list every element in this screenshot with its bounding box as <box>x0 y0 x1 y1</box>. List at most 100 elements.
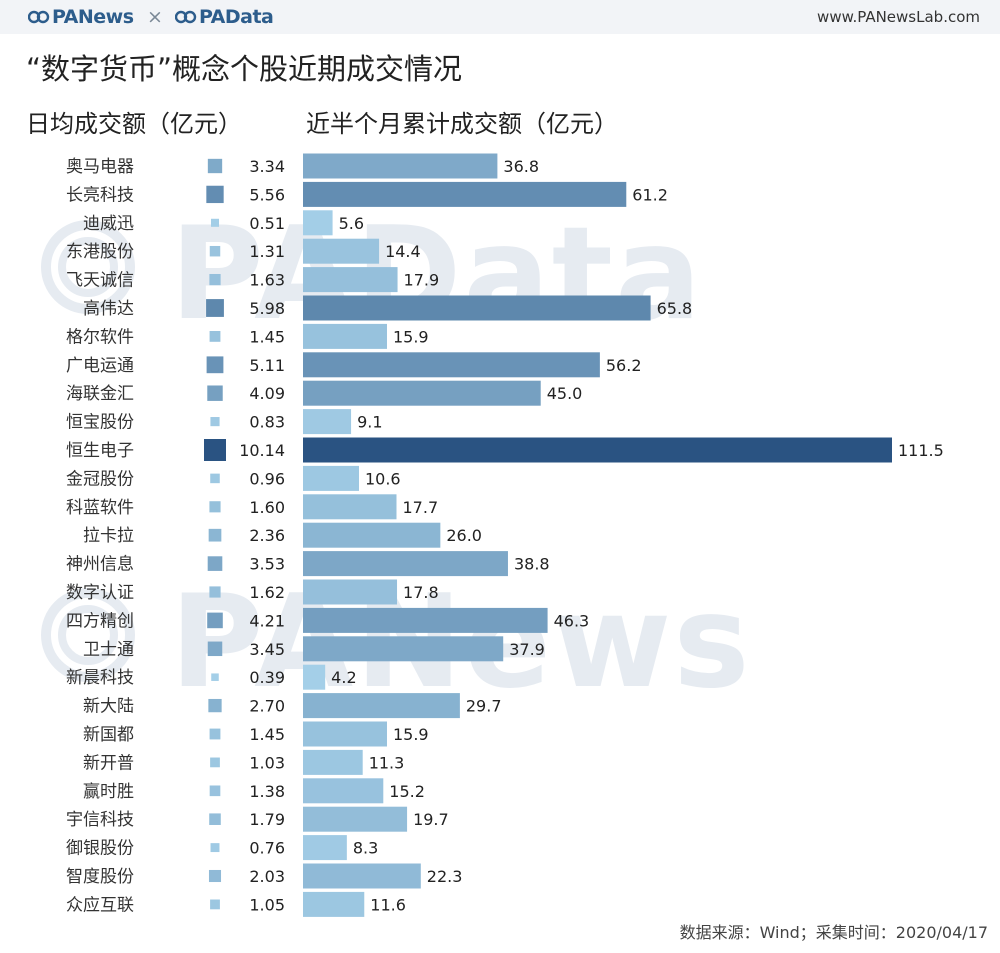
padata-logo-icon <box>175 10 197 24</box>
watermark-padata: PAData <box>170 200 704 349</box>
category-label: 金冠股份 <box>66 469 134 489</box>
category-label: 海联金汇 <box>66 384 134 404</box>
daily-square-mark <box>209 273 221 286</box>
daily-value-label: 1.62 <box>249 583 285 602</box>
daily-square-mark <box>207 385 223 401</box>
category-label: 长亮科技 <box>66 185 134 205</box>
total-bar <box>303 295 651 321</box>
category-label: 恒宝股份 <box>66 413 134 433</box>
category-label: 数字认证 <box>66 583 134 603</box>
site-url[interactable]: www.PANewsLab.com <box>817 8 980 26</box>
daily-square-mark <box>209 728 221 740</box>
category-label: 东港股份 <box>66 242 134 262</box>
category-label: 格尔软件 <box>66 327 134 347</box>
category-label: 广电运通 <box>66 356 134 376</box>
category-label: 众应互联 <box>66 895 134 915</box>
total-value-label: 22.3 <box>427 867 463 886</box>
chart-title: “数字货币”概念个股近期成交情况 <box>26 52 463 86</box>
total-bar <box>303 465 359 491</box>
total-bar <box>303 267 398 293</box>
daily-square-mark <box>209 813 221 825</box>
total-value-label: 10.6 <box>365 469 401 488</box>
total-value-label: 14.4 <box>385 242 421 261</box>
total-value-label: 11.3 <box>369 753 405 772</box>
daily-square-mark <box>206 185 224 204</box>
daily-square-mark <box>210 417 220 427</box>
total-bar <box>303 664 326 690</box>
daily-square-mark <box>207 158 223 174</box>
category-label: 恒生电子 <box>66 441 134 461</box>
category-label: 赢时胜 <box>83 782 134 802</box>
total-value-label: 36.8 <box>503 157 539 176</box>
total-value-label: 56.2 <box>606 356 642 375</box>
daily-value-label: 0.76 <box>249 839 285 858</box>
daily-value-label: 1.05 <box>249 895 285 914</box>
total-bar <box>303 352 600 378</box>
total-value-label: 15.2 <box>389 782 425 801</box>
daily-value-label: 3.45 <box>249 640 285 659</box>
left-column-title: 日均成交额（亿元） <box>26 110 242 138</box>
total-bar <box>303 806 408 832</box>
daily-square-mark <box>209 330 221 342</box>
category-label: 拉卡拉 <box>83 526 134 546</box>
total-bar <box>303 749 363 775</box>
category-label: 奥马电器 <box>66 157 134 177</box>
padata-logo: PAData <box>199 6 274 28</box>
daily-square-mark <box>207 556 223 571</box>
total-value-label: 37.9 <box>509 640 545 659</box>
panews-logo-icon <box>28 10 50 24</box>
total-bar <box>303 210 333 236</box>
daily-value-label: 5.98 <box>249 299 285 318</box>
total-value-label: 17.7 <box>403 498 439 517</box>
total-bar <box>303 778 384 804</box>
category-label: 智度股份 <box>66 867 134 887</box>
daily-square-mark <box>209 785 221 797</box>
total-bar <box>303 863 421 889</box>
daily-value-label: 10.14 <box>239 441 285 460</box>
daily-square-mark <box>206 299 224 317</box>
category-label: 新大陆 <box>83 697 134 717</box>
total-bar <box>303 551 508 577</box>
daily-value-label: 5.11 <box>249 356 285 375</box>
daily-value-label: 0.51 <box>249 214 285 233</box>
total-value-label: 4.2 <box>331 668 356 687</box>
total-bar <box>303 181 627 207</box>
total-value-label: 11.6 <box>370 895 406 914</box>
total-value-label: 17.8 <box>403 583 439 602</box>
daily-value-label: 1.63 <box>249 271 285 290</box>
total-value-label: 29.7 <box>466 697 502 716</box>
daily-square-mark <box>206 356 224 374</box>
daily-square-mark <box>210 843 220 853</box>
total-value-label: 5.6 <box>339 214 364 233</box>
panews-logo: PANews <box>52 6 134 28</box>
category-label: 卫士通 <box>83 640 134 660</box>
daily-value-label: 1.60 <box>249 498 285 517</box>
total-value-label: 9.1 <box>357 413 382 432</box>
total-value-label: 46.3 <box>554 611 590 630</box>
daily-square-mark <box>207 612 223 629</box>
daily-square-mark <box>208 869 222 883</box>
total-bar <box>303 153 498 179</box>
total-value-label: 15.9 <box>393 725 429 744</box>
total-value-label: 111.5 <box>898 441 944 460</box>
daily-value-label: 1.79 <box>249 810 285 829</box>
total-value-label: 17.9 <box>404 271 440 290</box>
category-label: 神州信息 <box>66 555 134 575</box>
daily-value-label: 4.09 <box>249 384 285 403</box>
daily-square-mark <box>204 439 226 461</box>
total-bar <box>303 409 352 435</box>
header-bar: PANews × PAData www.PANewsLab.com <box>0 0 1000 34</box>
category-label: 科蓝软件 <box>66 498 134 518</box>
total-value-label: 15.9 <box>393 327 429 346</box>
daily-square-mark <box>207 641 223 657</box>
daily-value-label: 2.70 <box>249 697 285 716</box>
total-value-label: 61.2 <box>632 185 668 204</box>
total-bar <box>303 238 380 264</box>
total-bar <box>303 693 460 719</box>
category-label: 高伟达 <box>83 299 134 319</box>
total-value-label: 65.8 <box>657 299 693 318</box>
right-column-title: 近半个月累计成交额（亿元） <box>306 110 618 138</box>
category-label: 新开普 <box>83 753 134 773</box>
daily-value-label: 1.45 <box>249 327 285 346</box>
